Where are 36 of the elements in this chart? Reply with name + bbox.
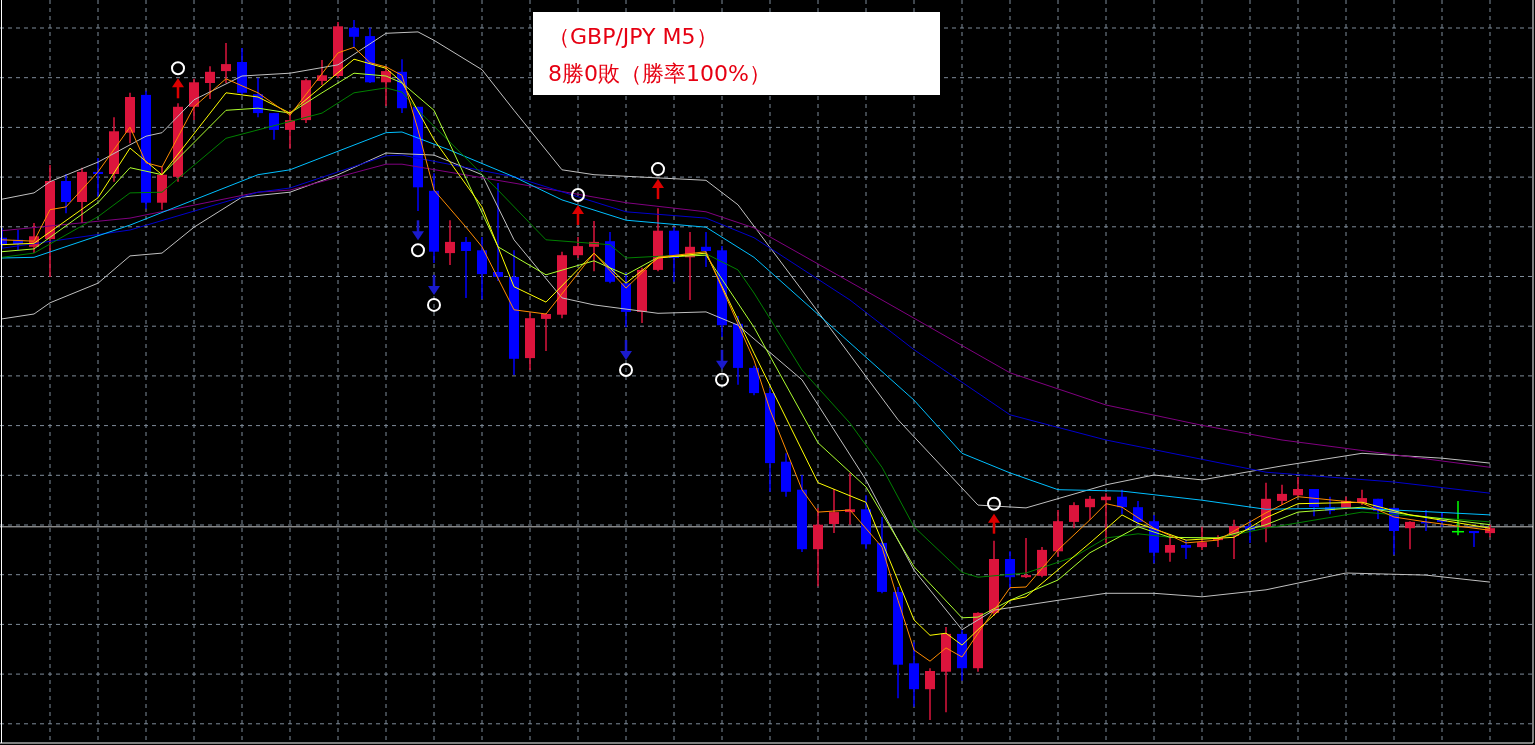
candlestick [1005,550,1015,591]
candlestick [573,236,583,259]
candlestick [1181,539,1191,560]
candlestick [1469,530,1479,548]
point [571,188,585,202]
candlestick [349,19,359,49]
candlestick [461,236,471,299]
point [427,297,441,312]
point [619,363,633,377]
candlestick [1021,537,1031,579]
candlestick [925,667,935,721]
candlestick [61,173,71,214]
candlestick [701,231,711,268]
chart-title: （GBP/JPY M5） [548,24,718,49]
point [715,372,729,387]
candlestick [1277,484,1287,506]
candlestick [221,42,231,84]
candlestick [1117,488,1127,515]
candlestick [477,236,487,301]
candlestick [1293,476,1303,497]
point [171,61,185,76]
candlestick [269,112,279,141]
candlestick [1165,534,1175,563]
point [987,496,1001,511]
point [651,162,665,177]
text: 8勝0敗（勝率100%） [548,61,771,86]
candlestick [1405,520,1415,550]
candlestick [317,59,327,86]
point [411,243,425,258]
candlestick [541,312,551,352]
candlestick [445,219,455,266]
candlestick [205,65,215,100]
candlestick [1085,495,1095,521]
candlestick [829,488,839,534]
candlestick [1069,501,1079,529]
candlestick [1197,526,1207,551]
